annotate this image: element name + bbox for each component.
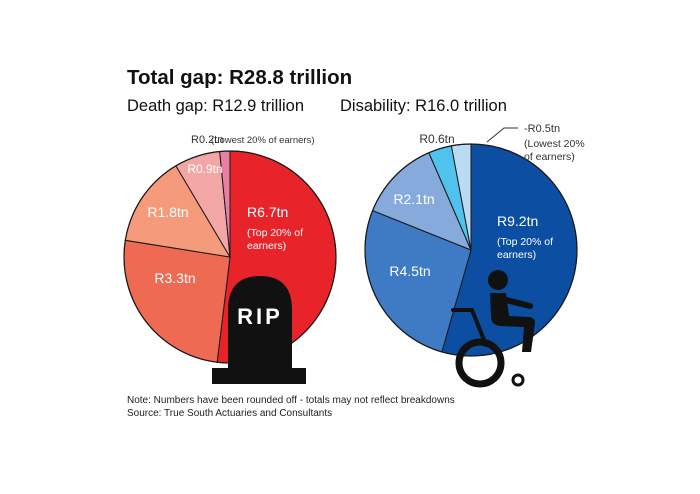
slice-value-label: R4.5tn xyxy=(389,263,430,279)
tombstone-icon: RIP xyxy=(212,276,306,384)
slice-value-label: R1.8tn xyxy=(147,204,188,220)
slice-value-label: R3.3tn xyxy=(154,270,195,286)
slice-sublabel: earners) xyxy=(247,240,286,252)
wheelchair-user-icon xyxy=(451,270,535,388)
disability-gap-subtitle: Disability: R16.0 trillion xyxy=(340,97,507,115)
slice-value-label: R2.1tn xyxy=(393,191,434,207)
death-gap-subtitle: Death gap: R12.9 trillion xyxy=(127,97,305,115)
slice-value-label: R9.2tn xyxy=(497,213,538,229)
slice-value-label: R0.2tn xyxy=(191,134,223,146)
slice-value-label: -R0.5tn xyxy=(524,123,560,135)
slice-value-label: R6.7tn xyxy=(247,204,288,220)
rounding-note: Note: Numbers have been rounded off - to… xyxy=(127,395,455,406)
slice-sublabel: (Top 20% of xyxy=(247,227,303,239)
chart-title: Total gap: R28.8 trillion xyxy=(127,66,353,89)
slice-value-label: R0.6tn xyxy=(419,132,454,146)
tombstone-text: RIP xyxy=(237,304,283,329)
pie-outline xyxy=(364,143,578,357)
source-note: Source: True South Actuaries and Consult… xyxy=(127,408,333,419)
slice-sublabel: (Lowest 20% xyxy=(524,138,585,150)
slice-value-label: R0.9tn xyxy=(187,162,222,176)
slice-sublabel: earners) xyxy=(497,249,536,261)
footnotes: Note: Numbers have been rounded off - to… xyxy=(127,394,455,420)
slice-sublabel: (Lowest 20% of earners) xyxy=(211,135,315,146)
pie-slice xyxy=(123,239,231,363)
slice-sublabel: of earners) xyxy=(524,151,575,163)
slice-sublabel: (Top 20% of xyxy=(497,236,553,248)
leader-line xyxy=(486,127,518,143)
